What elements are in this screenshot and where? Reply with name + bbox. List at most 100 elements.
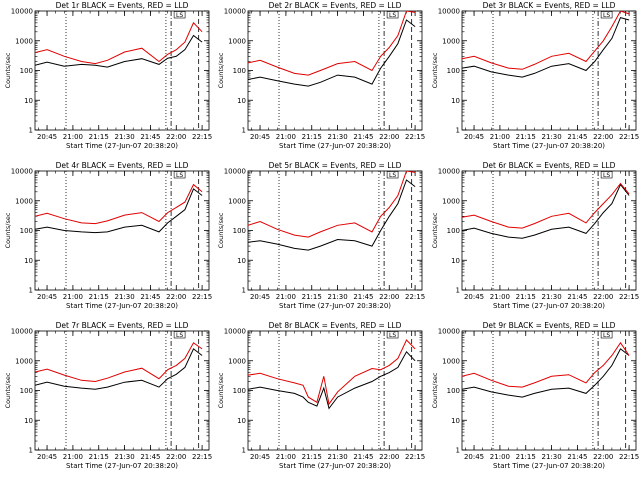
x-tick-label: 20:45 — [37, 453, 57, 461]
x-tick-label: 20:45 — [250, 133, 270, 141]
x-tick-label: 21:00 — [490, 133, 510, 141]
x-tick-label: 21:45 — [140, 293, 160, 301]
x-axis-label: Start Time (27-Jun-07 20:38:20) — [66, 462, 178, 470]
plot-frame — [247, 170, 423, 291]
y-tick-label: 10000 — [224, 168, 246, 176]
x-axis-label: Start Time (27-Jun-07 20:38:20) — [279, 302, 391, 310]
events-series-line — [462, 16, 630, 78]
y-tick-label: 100 — [20, 67, 33, 75]
lld-series-line — [35, 21, 203, 65]
x-tick-label: 22:15 — [619, 453, 639, 461]
events-series-line — [462, 348, 630, 398]
detector-plot-4: Det 4r BLACK = Events, RED = LLD 1 10 100 10… — [4, 161, 212, 310]
marker-label: LS — [176, 332, 183, 339]
x-tick-label: 20:45 — [464, 133, 484, 141]
y-axis-label: Counts/sec — [4, 372, 12, 408]
marker-label: LS — [389, 332, 396, 339]
marker-label: LS — [603, 172, 610, 179]
y-tick-label: 10000 — [438, 328, 460, 336]
x-tick-label: 22:00 — [593, 133, 613, 141]
lld-series-line — [462, 341, 630, 388]
detector-plot-7: Det 7r BLACK = Events, RED = LLD 1 10 100 10… — [4, 321, 212, 470]
y-tick-label: 10 — [237, 97, 246, 105]
y-axis-label: Counts/sec — [431, 212, 439, 248]
detector-plot-8: Det 8r BLACK = Events, RED = LLD 1 10 100 10… — [217, 321, 425, 470]
x-tick-label: 21:30 — [114, 453, 134, 461]
marker-box — [600, 171, 613, 179]
x-tick-label: 21:15 — [302, 293, 322, 301]
x-tick-label: 21:15 — [302, 453, 322, 461]
marker-box — [600, 11, 613, 19]
marker-label: LS — [389, 172, 396, 179]
x-tick-label: 22:00 — [379, 453, 399, 461]
plot-title: Det 8r BLACK = Events, RED = LLD — [269, 321, 402, 330]
plot-title: Det 2r BLACK = Events, RED = LLD — [269, 1, 402, 10]
detector-plot-6: Det 6r BLACK = Events, RED = LLD 1 10 100 10… — [431, 161, 639, 310]
x-tick-label: 21:45 — [140, 453, 160, 461]
y-tick-label: 10 — [24, 417, 33, 425]
y-tick-label: 10000 — [224, 8, 246, 16]
y-tick-label: 1000 — [442, 357, 460, 365]
x-tick-label: 20:45 — [250, 453, 270, 461]
x-tick-label: 21:00 — [490, 453, 510, 461]
y-tick-label: 10000 — [11, 8, 33, 16]
x-tick-label: 22:15 — [192, 453, 212, 461]
y-tick-label: 1 — [456, 447, 460, 455]
detector-plot-9: Det 9r BLACK = Events, RED = LLD 1 10 100 10… — [431, 321, 639, 470]
x-tick-label: 21:45 — [353, 133, 373, 141]
x-tick-label: 21:30 — [114, 133, 134, 141]
x-tick-label: 21:30 — [327, 133, 347, 141]
x-tick-label: 20:45 — [37, 293, 57, 301]
x-tick-label: 22:00 — [166, 133, 186, 141]
events-series-line — [248, 179, 416, 251]
y-tick-label: 1000 — [15, 37, 33, 45]
y-tick-label: 1000 — [442, 37, 460, 45]
lld-series-line — [35, 183, 203, 225]
marker-label: LS — [176, 172, 183, 179]
x-tick-label: 21:45 — [567, 453, 587, 461]
x-tick-label: 20:45 — [37, 133, 57, 141]
x-axis-label: Start Time (27-Jun-07 20:38:20) — [66, 142, 178, 150]
x-tick-label: 22:00 — [593, 293, 613, 301]
x-tick-label: 21:15 — [89, 453, 109, 461]
x-tick-label: 21:15 — [89, 133, 109, 141]
x-tick-label: 22:00 — [166, 453, 186, 461]
y-tick-label: 1000 — [15, 357, 33, 365]
events-series-line — [35, 34, 203, 68]
x-tick-label: 21:30 — [541, 453, 561, 461]
y-tick-label: 1000 — [228, 37, 246, 45]
y-tick-label: 10 — [237, 257, 246, 265]
y-tick-label: 1000 — [228, 197, 246, 205]
plot-title: Det 6r BLACK = Events, RED = LLD — [483, 161, 616, 170]
plot-title: Det 7r BLACK = Events, RED = LLD — [56, 321, 189, 330]
x-axis-label: Start Time (27-Jun-07 20:38:20) — [66, 302, 178, 310]
x-tick-label: 21:15 — [516, 453, 536, 461]
detector-plot-5: Det 5r BLACK = Events, RED = LLD 1 10 100 10… — [217, 161, 425, 310]
y-tick-label: 1000 — [15, 197, 33, 205]
y-tick-label: 10000 — [224, 328, 246, 336]
x-tick-label: 21:00 — [490, 293, 510, 301]
events-series-line — [35, 188, 203, 234]
events-series-line — [462, 183, 630, 239]
plot-frame — [34, 10, 210, 131]
lld-series-line — [462, 182, 630, 229]
y-tick-label: 10000 — [11, 328, 33, 336]
y-tick-label: 100 — [447, 387, 460, 395]
detector-plot-2: Det 2r BLACK = Events, RED = LLD 1 10 100 10… — [217, 1, 425, 150]
x-tick-label: 21:15 — [516, 293, 536, 301]
x-axis-label: Start Time (27-Jun-07 20:38:20) — [493, 302, 605, 310]
x-tick-label: 21:45 — [353, 293, 373, 301]
y-axis-label: Counts/sec — [4, 52, 12, 88]
x-tick-label: 22:00 — [379, 293, 399, 301]
y-tick-label: 10 — [237, 417, 246, 425]
x-tick-label: 21:45 — [140, 133, 160, 141]
y-tick-label: 100 — [233, 387, 246, 395]
plot-title: Det 4r BLACK = Events, RED = LLD — [56, 161, 189, 170]
y-tick-label: 100 — [20, 227, 33, 235]
y-tick-label: 1 — [29, 287, 33, 295]
y-axis-label: Counts/sec — [217, 52, 225, 88]
marker-box — [600, 331, 613, 339]
y-tick-label: 100 — [20, 387, 33, 395]
y-axis-label: Counts/sec — [431, 372, 439, 408]
